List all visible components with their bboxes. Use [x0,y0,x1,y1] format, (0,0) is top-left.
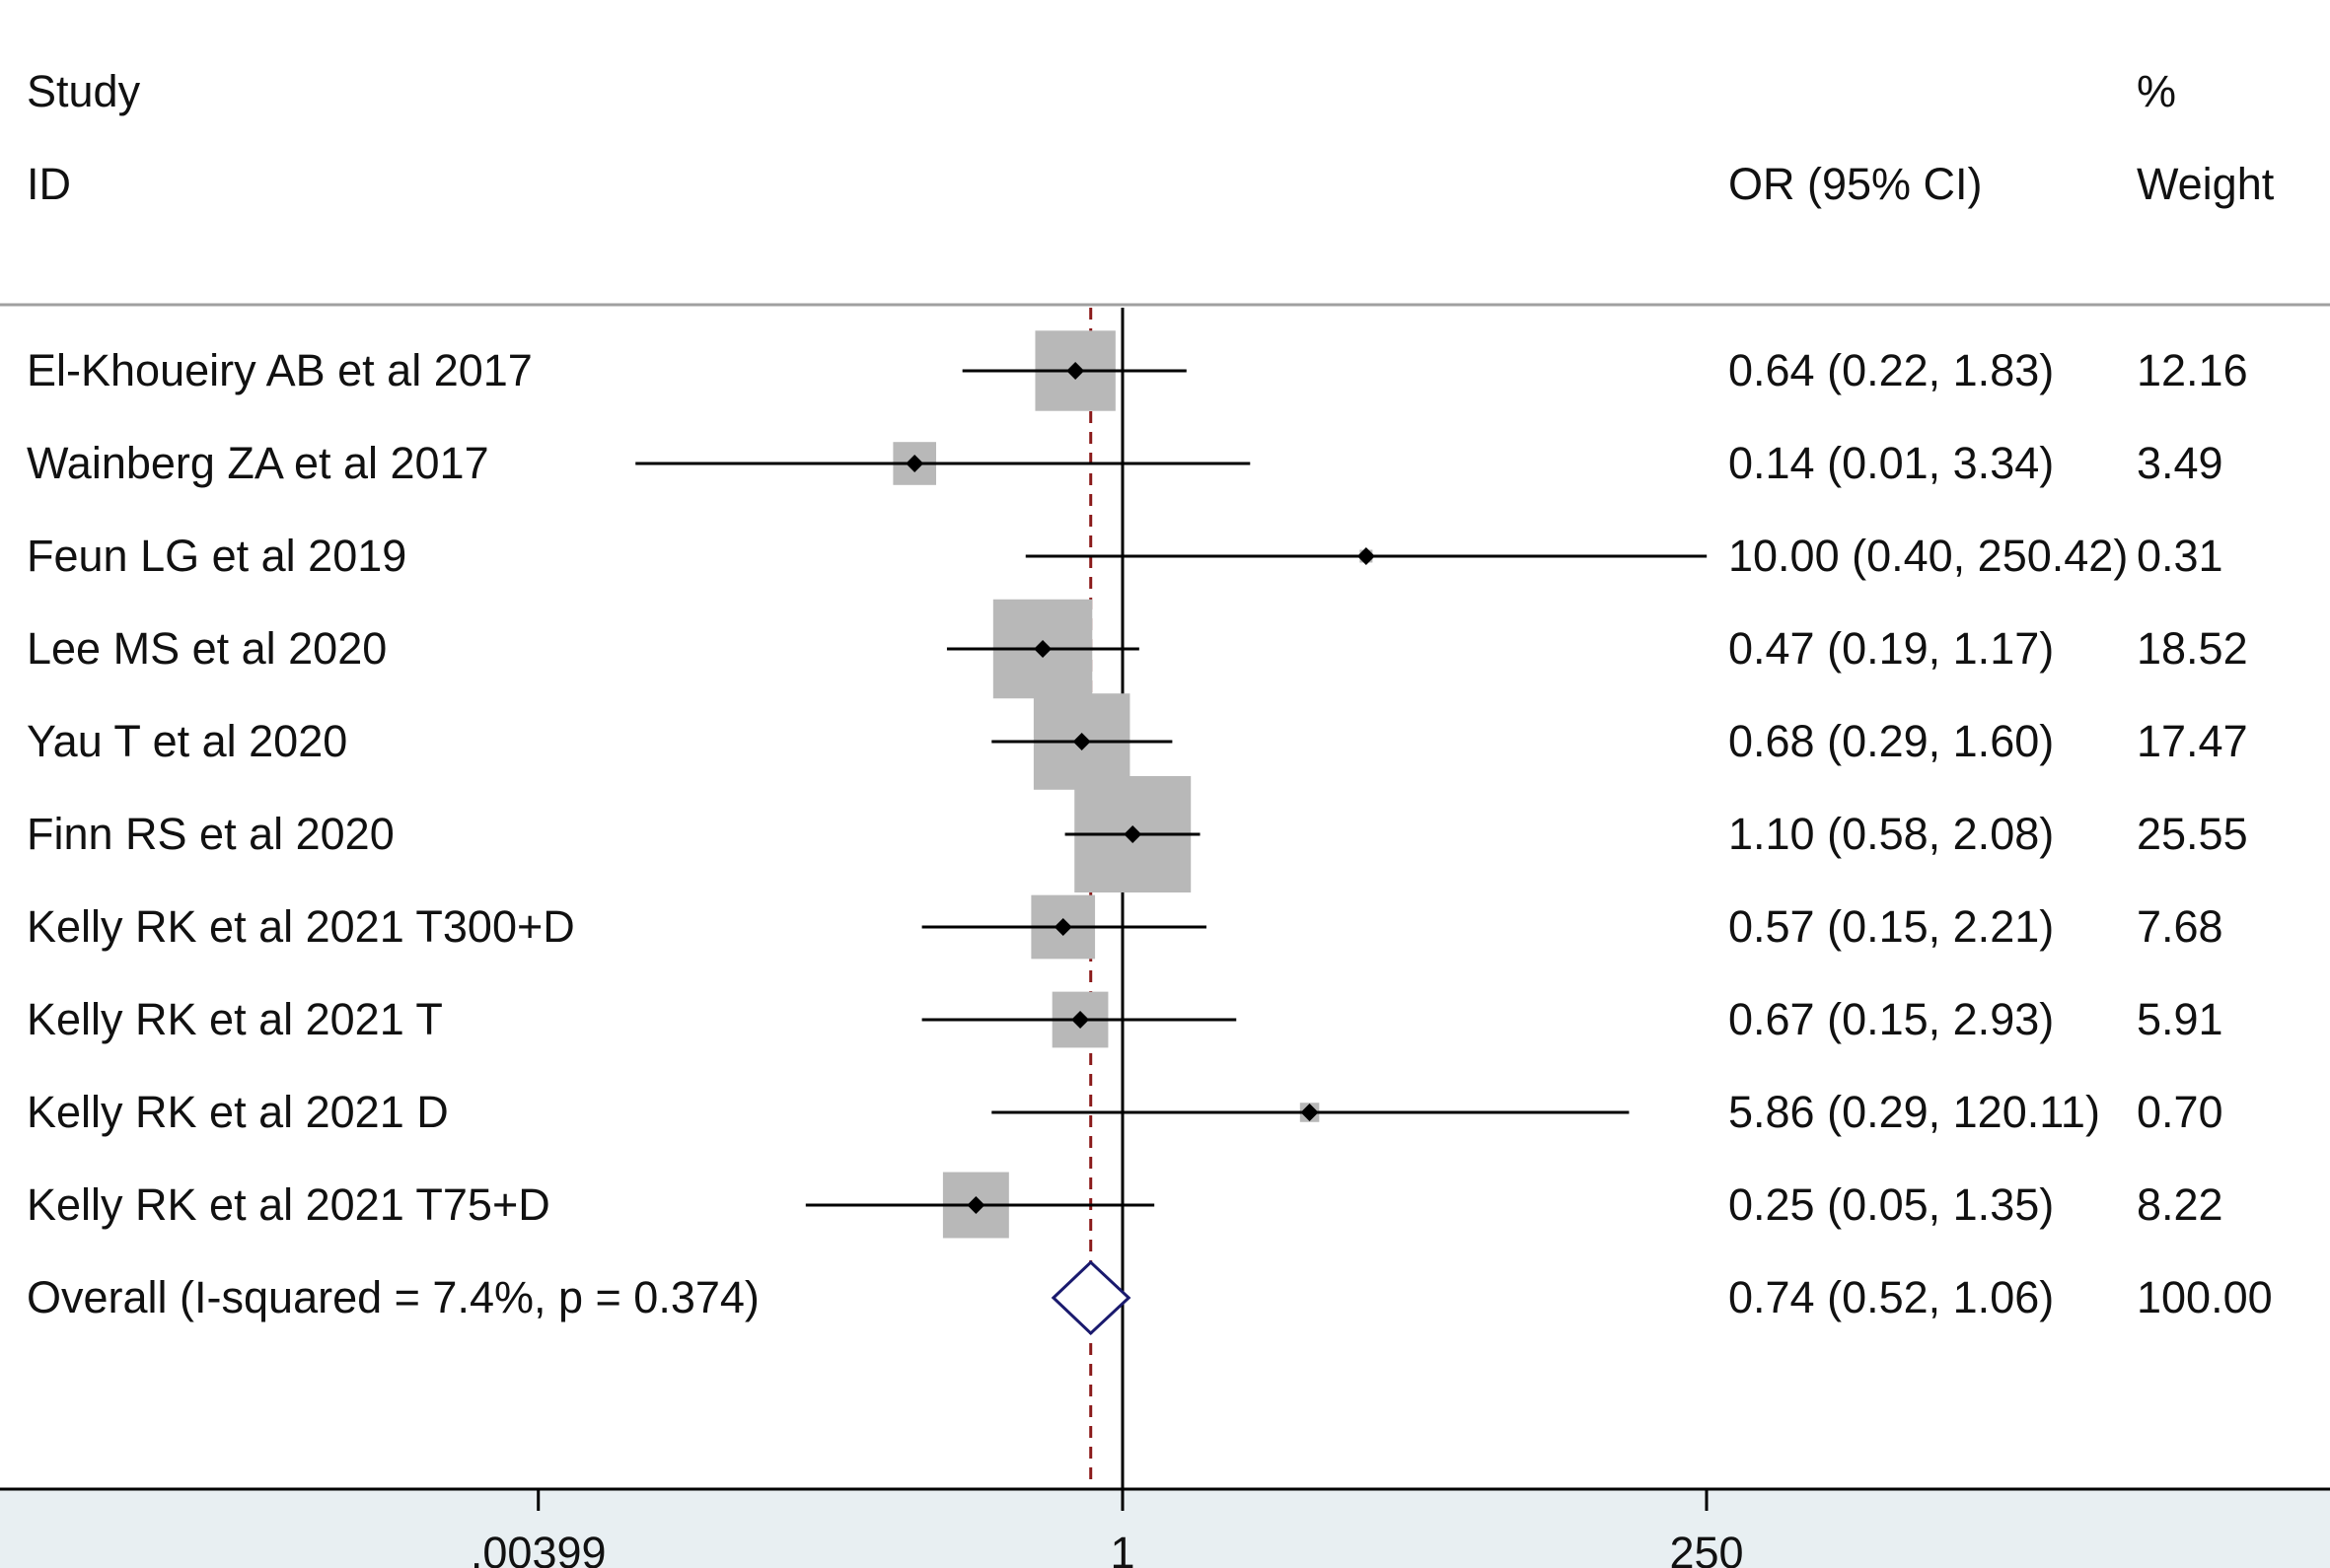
study-or-ci: 0.64 (0.22, 1.83) [1728,345,2054,395]
study-row: Finn RS et al 2020 1.10 (0.58, 2.08) 25.55 [27,776,2248,892]
study-weight: 8.22 [2137,1179,2223,1230]
point-estimate [1356,547,1375,565]
study-id: Kelly RK et al 2021 T300+D [27,901,575,952]
point-estimate [1066,362,1085,380]
study-or-ci: 0.25 (0.05, 1.35) [1728,1179,2054,1230]
study-id: Kelly RK et al 2021 T [27,994,443,1044]
study-row: Kelly RK et al 2021 T 0.67 (0.15, 2.93) 5.… [27,991,2223,1048]
header-study: Study [27,66,141,116]
header-weight: Weight [2137,159,2275,209]
point-estimate [1034,640,1053,658]
point-estimate [906,455,924,472]
study-row: Yau T et al 2020 0.68 (0.29, 1.60) 17.47 [27,693,2248,790]
point-estimate [1054,918,1072,936]
x-tick-label: 1 [1110,1528,1134,1568]
study-weight: 12.16 [2137,345,2248,395]
study-id: Feun LG et al 2019 [27,531,406,581]
study-weight: 3.49 [2137,438,2223,488]
point-estimate [1300,1104,1319,1121]
header-id: ID [27,159,71,209]
x-tick-label: .00399 [471,1528,607,1568]
study-id: Wainberg ZA et al 2017 [27,438,489,488]
study-id: Kelly RK et al 2021 T75+D [27,1179,550,1230]
study-or-ci: 1.10 (0.58, 2.08) [1728,809,2054,859]
study-weight: 0.70 [2137,1087,2223,1137]
study-row: Lee MS et al 2020 0.47 (0.19, 1.17) 18.52 [27,599,2248,699]
point-estimate [1124,825,1142,843]
axis-band [0,1489,2330,1568]
overall-label: Overall (I-squared = 7.4%, p = 0.374) [27,1272,760,1322]
header-ci: OR (95% CI) [1728,159,1983,209]
header-percent: % [2137,66,2176,116]
study-row: Feun LG et al 2019 10.00 (0.40, 250.42) 0.… [27,531,2223,581]
study-id: Yau T et al 2020 [27,716,347,766]
overall-diamond [1051,1259,1131,1336]
overall-or-ci: 0.74 (0.52, 1.06) [1728,1272,2054,1322]
study-weight: 5.91 [2137,994,2223,1044]
study-or-ci: 10.00 (0.40, 250.42) [1728,531,2128,581]
study-row: Kelly RK et al 2021 T75+D 0.25 (0.05, 1.3… [27,1172,2223,1239]
study-weight: 7.68 [2137,901,2223,952]
study-or-ci: 0.14 (0.01, 3.34) [1728,438,2054,488]
study-or-ci: 0.57 (0.15, 2.21) [1728,901,2054,952]
study-id: Kelly RK et al 2021 D [27,1087,449,1137]
point-estimate [1071,1011,1090,1029]
study-weight: 0.31 [2137,531,2223,581]
study-weight: 17.47 [2137,716,2248,766]
study-weight: 18.52 [2137,623,2248,674]
study-or-ci: 0.47 (0.19, 1.17) [1728,623,2054,674]
overall-weight: 100.00 [2137,1272,2273,1322]
study-row: Kelly RK et al 2021 T300+D 0.57 (0.15, 2.… [27,894,2223,960]
overall-row: Overall (I-squared = 7.4%, p = 0.374) 0.7… [27,1259,2273,1336]
study-row: Kelly RK et al 2021 D 5.86 (0.29, 120.11)… [27,1087,2223,1137]
study-id: Finn RS et al 2020 [27,809,395,859]
study-id: Lee MS et al 2020 [27,623,387,674]
study-row: El-Khoueiry AB et al 2017 0.64 (0.22, 1.8… [27,330,2248,411]
study-weight: 25.55 [2137,809,2248,859]
study-or-ci: 5.86 (0.29, 120.11) [1728,1087,2100,1137]
point-estimate [967,1196,985,1214]
study-or-ci: 0.67 (0.15, 2.93) [1728,994,2054,1044]
study-or-ci: 0.68 (0.29, 1.60) [1728,716,2054,766]
point-estimate [1072,733,1091,750]
study-id: El-Khoueiry AB et al 2017 [27,345,533,395]
x-tick-label: 250 [1669,1528,1743,1568]
study-row: Wainberg ZA et al 2017 0.14 (0.01, 3.34) 3… [27,438,2223,488]
